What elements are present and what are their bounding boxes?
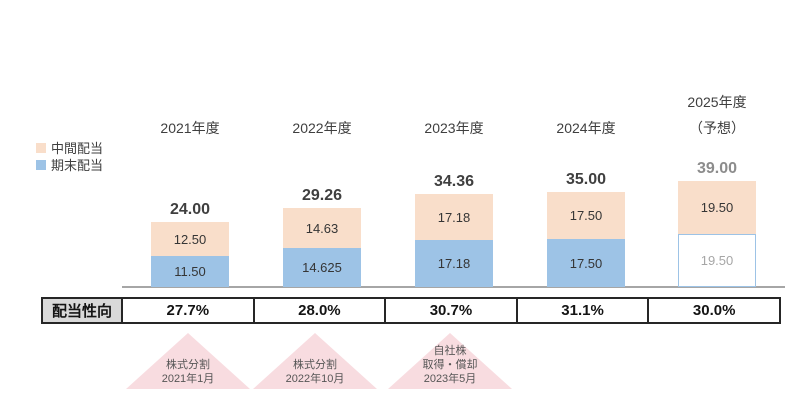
final-segment: 17.50 — [547, 239, 625, 287]
bar-2023: 34.36 17.18 17.18 — [415, 173, 493, 287]
total-label: 29.26 — [301, 187, 343, 204]
year-label-2025-note: （予想） — [689, 120, 745, 136]
bar-2021: 24.00 12.50 11.50 — [151, 201, 229, 287]
interim-segment: 12.50 — [151, 222, 229, 256]
legend-item-label: 中間配当 — [51, 141, 104, 156]
interim-segment: 14.63 — [283, 208, 361, 248]
annotation-stock-split-2021: 株式分割 2021年1月 — [126, 333, 250, 389]
final-segment: 11.50 — [151, 256, 229, 287]
payout-ratio-header: 配当性向 — [43, 299, 121, 322]
year-label-2022: 2022年度 — [292, 120, 352, 136]
year-label-2025: 2025年度 — [687, 94, 747, 110]
annotation-text: 自社株 取得・償却 2023年5月 — [422, 345, 478, 385]
legend-item-final: 期末配当 — [36, 156, 103, 173]
total-label: 35.00 — [565, 171, 607, 188]
bar-2025-forecast: 39.00 19.50 19.50 — [678, 160, 756, 287]
interim-segment: 17.50 — [547, 192, 625, 239]
payout-ratio-2021: 27.7% — [121, 299, 253, 322]
interim-segment: 19.50 — [678, 181, 756, 234]
legend: 中間配当 期末配当 — [36, 139, 103, 173]
payout-ratio-table: 配当性向 27.7% 28.0% 30.7% 31.1% 30.0% — [41, 297, 781, 324]
bar-2024: 35.00 17.50 17.50 — [547, 171, 625, 287]
annotation-stock-split-2022: 株式分割 2022年10月 — [253, 333, 377, 389]
annotation-text: 株式分割 2022年10月 — [285, 359, 345, 385]
final-segment: 14.625 — [283, 248, 361, 287]
interim-segment: 17.18 — [415, 194, 493, 240]
payout-ratio-2023: 30.7% — [384, 299, 516, 322]
year-label-2023: 2023年度 — [424, 120, 484, 136]
total-label: 24.00 — [169, 201, 211, 218]
payout-ratio-2022: 28.0% — [252, 299, 385, 322]
payout-ratio-2025: 30.0% — [647, 299, 779, 322]
total-label: 39.00 — [696, 160, 738, 177]
final-dividend-swatch-icon — [36, 159, 46, 170]
legend-item-label: 期末配当 — [51, 158, 104, 173]
payout-ratio-2024: 31.1% — [515, 299, 648, 322]
final-segment: 17.18 — [415, 240, 493, 287]
final-segment-forecast: 19.50 — [678, 234, 756, 287]
year-label-2024: 2024年度 — [556, 120, 616, 136]
legend-item-interim: 中間配当 — [36, 139, 103, 156]
annotation-text: 株式分割 2021年1月 — [161, 359, 215, 385]
annotation-buyback-2023: 自社株 取得・償却 2023年5月 — [388, 333, 512, 389]
year-label-2021: 2021年度 — [160, 120, 220, 136]
bar-2022: 29.26 14.63 14.625 — [283, 187, 361, 287]
total-label: 34.36 — [433, 173, 475, 190]
interim-dividend-swatch-icon — [36, 142, 46, 153]
axis-baseline — [122, 286, 785, 288]
